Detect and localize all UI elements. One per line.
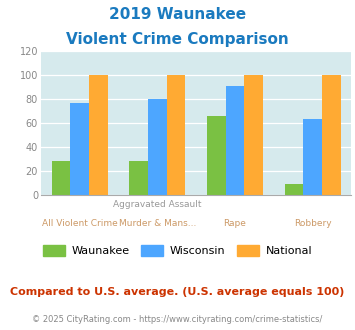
Text: © 2025 CityRating.com - https://www.cityrating.com/crime-statistics/: © 2025 CityRating.com - https://www.city… <box>32 314 323 323</box>
Bar <box>303 119 322 195</box>
Bar <box>70 103 89 195</box>
Bar <box>52 161 70 195</box>
Bar <box>166 75 185 195</box>
Bar <box>89 75 108 195</box>
Bar <box>207 116 226 195</box>
Text: Violent Crime Comparison: Violent Crime Comparison <box>66 32 289 48</box>
Text: 2019 Waunakee: 2019 Waunakee <box>109 7 246 22</box>
Text: Aggravated Assault: Aggravated Assault <box>113 200 202 209</box>
Bar <box>322 75 340 195</box>
Bar <box>226 86 244 195</box>
Bar <box>148 99 166 195</box>
Text: Rape: Rape <box>224 219 246 228</box>
Bar <box>129 161 148 195</box>
Text: Robbery: Robbery <box>294 219 332 228</box>
Text: Compared to U.S. average. (U.S. average equals 100): Compared to U.S. average. (U.S. average … <box>10 287 345 297</box>
Bar <box>285 184 303 195</box>
Text: Murder & Mans...: Murder & Mans... <box>119 219 196 228</box>
Legend: Waunakee, Wisconsin, National: Waunakee, Wisconsin, National <box>38 241 317 261</box>
Text: All Violent Crime: All Violent Crime <box>42 219 118 228</box>
Bar <box>244 75 263 195</box>
